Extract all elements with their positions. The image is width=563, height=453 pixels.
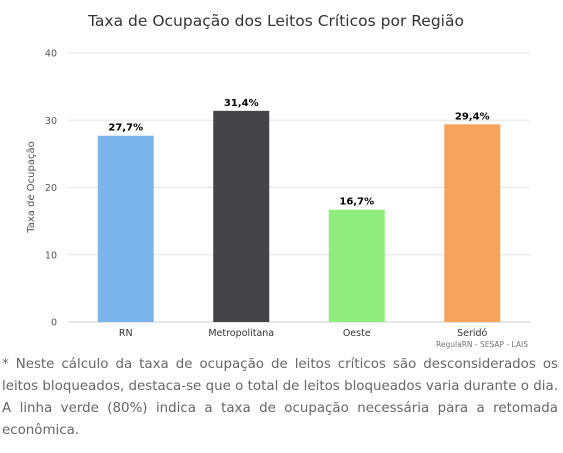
data-label: 27,7% <box>108 123 143 134</box>
y-tick-label: 20 <box>45 183 57 194</box>
data-label: 31,4% <box>224 98 259 109</box>
bar-oeste <box>328 209 385 322</box>
x-category-label: Seridó <box>457 328 487 339</box>
x-category-label: Metropolitana <box>208 328 274 339</box>
data-labels: 27,7% 31,4% 16,7% 29,4% <box>108 98 489 208</box>
x-category-label: RN <box>119 328 133 339</box>
bar-rn <box>97 135 154 322</box>
y-tick-label: 30 <box>45 116 57 127</box>
y-tick-label: 10 <box>45 250 57 261</box>
x-axis-categories: RN Metropolitana Oeste Seridó <box>119 328 488 339</box>
bar-metropolitana <box>213 110 270 323</box>
x-category-label: Oeste <box>343 328 371 339</box>
chart-title: Taxa de Ocupação dos Leitos Críticos por… <box>87 12 464 30</box>
bar-serid- <box>444 124 501 322</box>
y-tick-label: 40 <box>45 49 57 60</box>
data-label: 29,4% <box>455 111 490 122</box>
y-axis-label: Taxa de Ocupação <box>26 141 37 233</box>
footnote: * Neste cálculo da taxa de ocupação de l… <box>2 357 558 438</box>
chart-credit: RegulaRN - SESAP - LAIS <box>436 340 528 349</box>
y-tick-label: 0 <box>51 318 57 329</box>
y-axis-ticks: 0 10 20 30 40 <box>45 49 57 329</box>
bars <box>97 110 501 323</box>
data-label: 16,7% <box>339 197 374 208</box>
bar-chart: Taxa de Ocupação dos Leitos Críticos por… <box>26 12 530 349</box>
